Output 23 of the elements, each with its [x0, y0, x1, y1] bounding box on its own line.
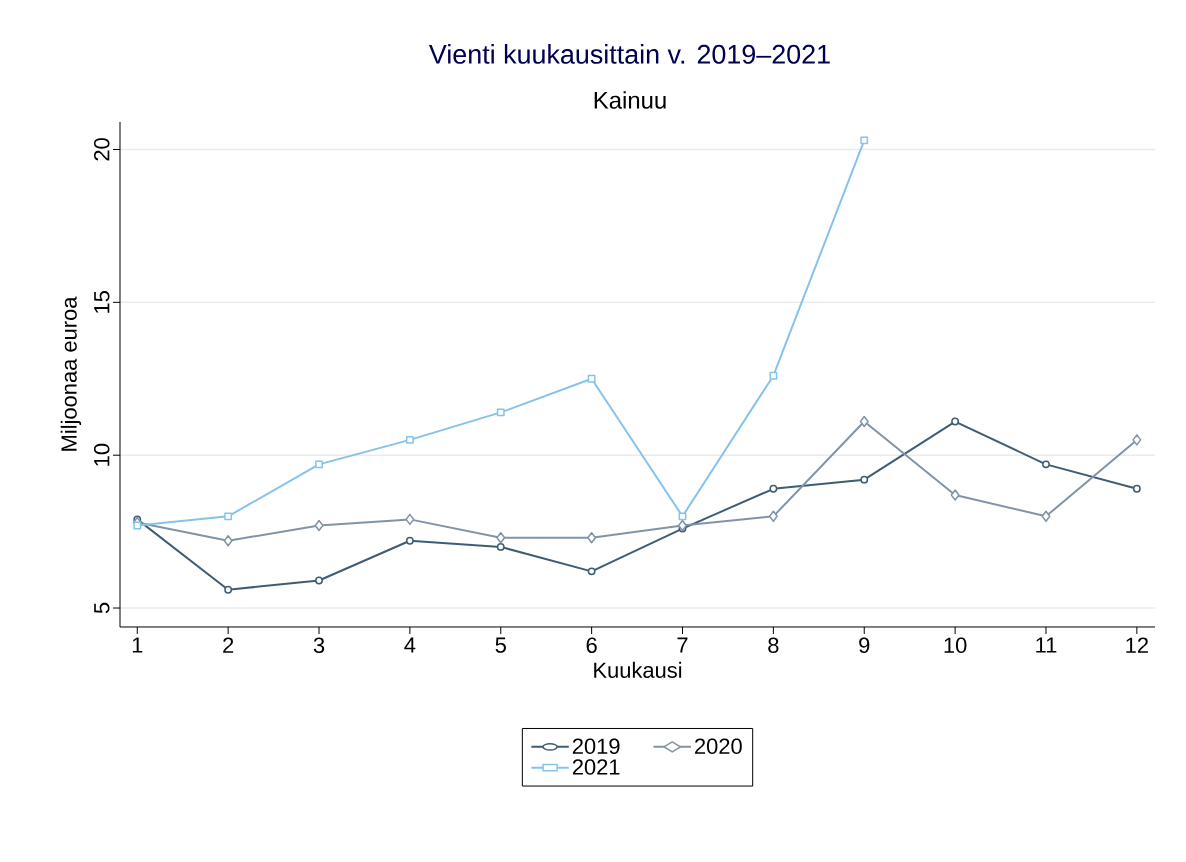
- y-tick-label: 15: [94, 291, 110, 313]
- x-tick-label: 4: [404, 637, 416, 653]
- x-tick-label: 11: [1036, 637, 1057, 653]
- chart-title: Vienti kuukausittain v. 2019–2021: [428, 44, 830, 64]
- x-tick-label: 7: [677, 637, 688, 653]
- x-tick-label: 9: [859, 637, 870, 654]
- y-axis-title: Miljoonaa euroa: [60, 296, 82, 451]
- legend-label: 2021: [572, 759, 620, 775]
- x-tick-label: 5: [495, 637, 506, 653]
- legend-label: 2019: [572, 738, 620, 754]
- x-tick-label: 6: [586, 637, 597, 654]
- x-tick-label: 3: [313, 637, 325, 654]
- y-tick-label: 10: [93, 443, 110, 466]
- x-tick-label: 2: [223, 637, 234, 653]
- x-tick-label: 10: [944, 637, 967, 654]
- y-tick-label: 5: [94, 602, 110, 614]
- y-tick-label: 20: [93, 138, 110, 161]
- x-tick-label: 8: [768, 637, 779, 654]
- legend-label: 2020: [695, 738, 742, 754]
- chart-subtitle: Kainuu: [594, 91, 666, 109]
- x-axis-title: Kuukausi: [594, 661, 682, 678]
- x-tick-label: 12: [1126, 637, 1148, 653]
- x-tick-label: 1: [132, 637, 143, 653]
